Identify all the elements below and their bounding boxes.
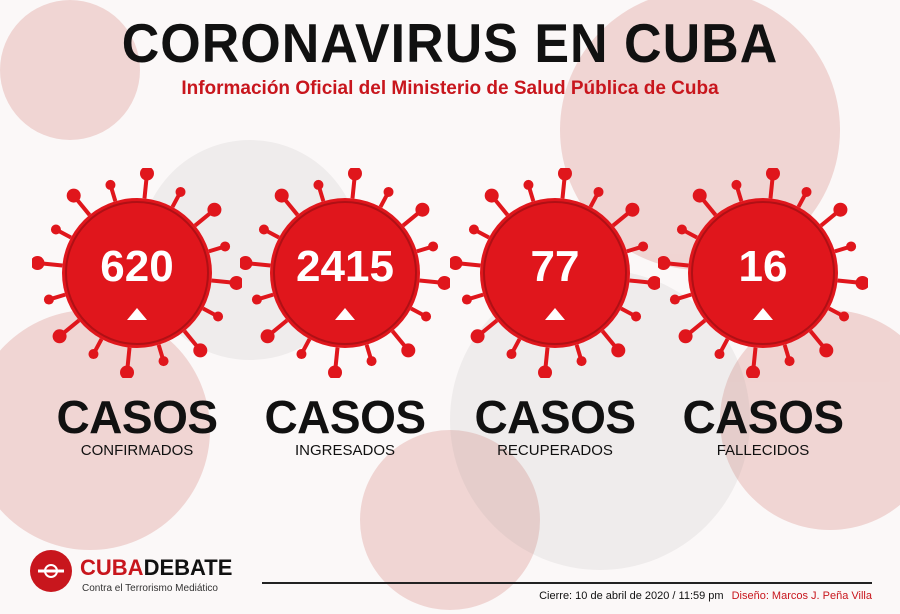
stat-sublabel: CONFIRMADOS <box>80 442 194 459</box>
virus-stat-confirmados: 620 <box>32 168 242 378</box>
stat-value: 620 <box>100 242 174 291</box>
design-credit: Diseño: Marcos J. Peña Villa <box>731 590 872 602</box>
virus-stat-fallecidos: 16 <box>658 168 868 378</box>
stat-value: 2415 <box>296 242 394 291</box>
virus-icon <box>450 168 660 378</box>
up-triangle-icon <box>335 308 355 320</box>
cierre-text: Cierre: 10 de abril de 2020 / 11:59 pm <box>539 590 724 602</box>
stat-label: CASOS <box>56 391 218 443</box>
virus-stat-ingresados: 2415 <box>240 168 450 378</box>
footer-divider <box>262 582 872 584</box>
up-triangle-icon <box>127 308 147 320</box>
stat-sublabel: RECUPERADOS <box>497 442 613 459</box>
footer-info: Cierre: 10 de abril de 2020 / 11:59 pm Di… <box>539 590 872 602</box>
up-triangle-icon <box>545 308 565 320</box>
virus-icon <box>32 168 242 378</box>
stat-label: CASOS <box>264 391 426 443</box>
stat-label: CASOS <box>474 391 636 443</box>
stat-label: CASOS <box>682 391 844 443</box>
stat-value: 77 <box>530 242 580 291</box>
stat-sublabel: INGRESADOS <box>294 442 396 459</box>
page-title: CORONAVIRUS EN CUBA <box>121 13 779 75</box>
up-triangle-icon <box>753 308 773 320</box>
virus-icon <box>658 168 868 378</box>
logo-icon <box>30 550 72 592</box>
logo-tagline: Contra el Terrorismo Mediático <box>82 583 218 594</box>
virus-stat-recuperados: 77 <box>450 168 660 378</box>
stat-value: 16 <box>738 242 788 291</box>
logo-text: CUBADEBATE <box>80 555 232 581</box>
cubadebate-logo: CUBADEBATE Contra el Terrorismo Mediátic… <box>30 545 250 605</box>
stat-sublabel: FALLECIDOS <box>716 442 810 459</box>
virus-icon <box>240 168 450 378</box>
logo-text-cuba: CUBA <box>80 555 144 580</box>
page-subtitle: Información Oficial del Ministerio de Sa… <box>181 78 719 99</box>
logo-text-debate: DEBATE <box>143 555 233 580</box>
